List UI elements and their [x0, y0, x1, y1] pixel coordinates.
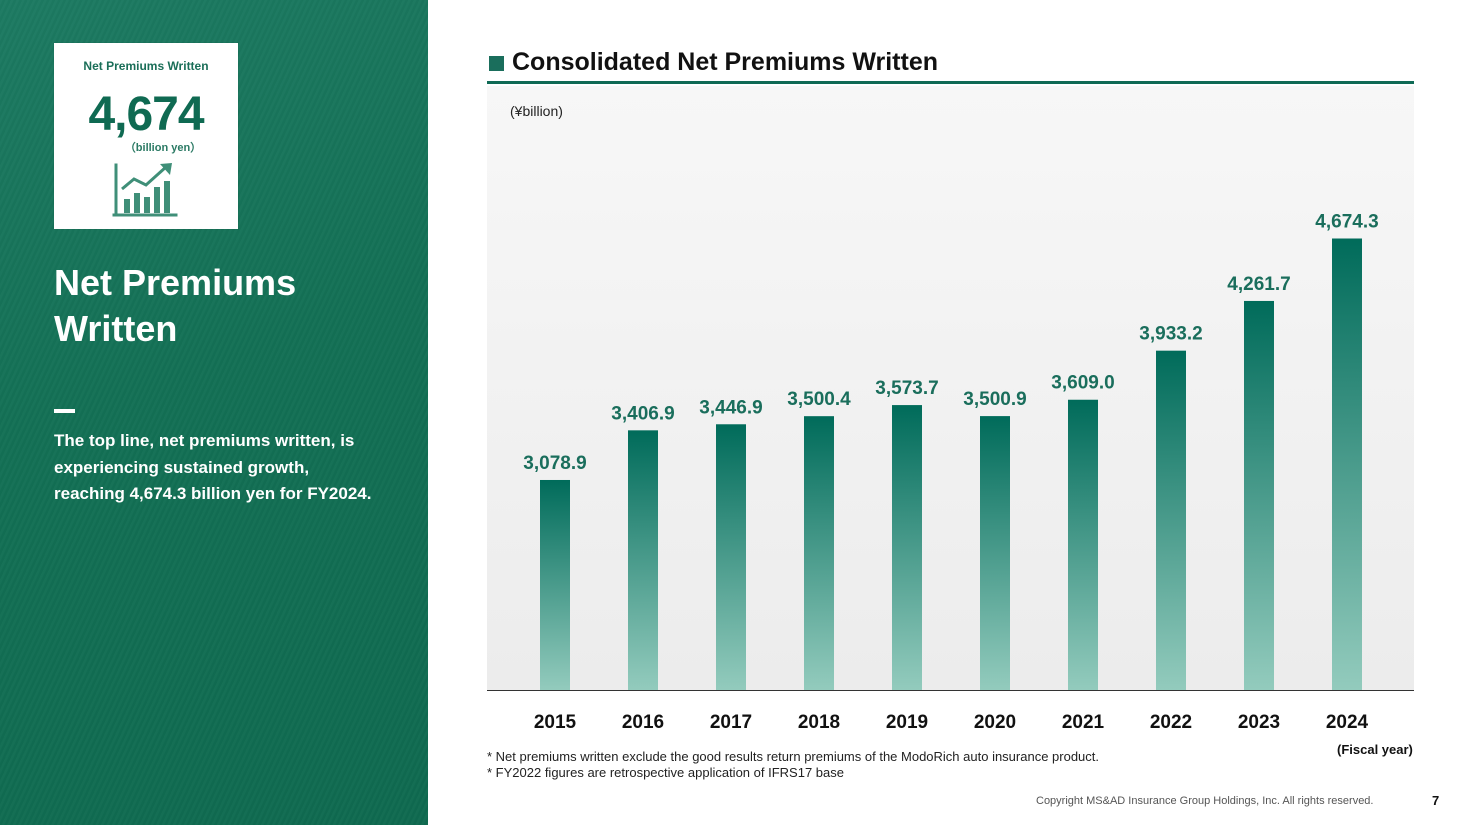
- chart-heading: Consolidated Net Premiums Written: [487, 48, 1414, 84]
- bar-2015: [540, 479, 570, 690]
- x-tick-2020: 2020: [974, 712, 1016, 733]
- x-tick-2021: 2021: [1062, 712, 1105, 733]
- kpi-label: Net Premiums Written: [83, 59, 209, 73]
- kpi-unit: （billion yen）: [124, 142, 202, 154]
- x-tick-2016: 2016: [622, 712, 664, 733]
- bar-2024: [1332, 238, 1362, 690]
- bar-2019: [892, 405, 922, 690]
- section-title: Net Premiums Written: [54, 262, 297, 349]
- data-label-2018: 3,500.4: [787, 389, 851, 410]
- bar-2016: [628, 430, 658, 690]
- data-label-2019: 3,573.7: [875, 378, 938, 399]
- bar-2020: [980, 416, 1010, 690]
- title-divider: [54, 409, 75, 413]
- x-tick-2023: 2023: [1238, 712, 1280, 733]
- bar-2018: [804, 416, 834, 690]
- growth-chart-icon: [112, 163, 178, 217]
- left-panel: Net Premiums Written 4,674 （billion yen）…: [0, 0, 428, 825]
- footnote-1: * Net premiums written exclude the good …: [487, 749, 1100, 764]
- copyright: Copyright MS&AD Insurance Group Holdings…: [1036, 795, 1374, 807]
- data-label-2021: 3,609.0: [1051, 373, 1114, 394]
- x-tick-2018: 2018: [798, 712, 840, 733]
- page-number: 7: [1432, 793, 1440, 808]
- data-label-2022: 3,933.2: [1139, 324, 1202, 345]
- chart-title: Consolidated Net Premiums Written: [512, 48, 938, 76]
- kpi-value: 4,674: [88, 88, 204, 141]
- heading-square-icon: [489, 56, 504, 71]
- x-axis-label: (Fiscal year): [1337, 742, 1413, 757]
- x-tick-2015: 2015: [534, 712, 577, 733]
- bar-2017: [716, 424, 746, 690]
- data-label-2016: 3,406.9: [611, 403, 674, 424]
- bar-2022: [1156, 350, 1186, 690]
- bar-2021: [1068, 399, 1098, 690]
- x-axis-baseline: [487, 690, 1414, 691]
- section-description: The top line, net premiums written, is e…: [54, 431, 372, 503]
- data-label-2020: 3,500.9: [963, 389, 1026, 410]
- data-label-2024: 4,674.3: [1315, 211, 1378, 232]
- x-tick-2019: 2019: [886, 712, 928, 733]
- x-tick-2024: 2024: [1326, 712, 1369, 733]
- bar-2023: [1244, 300, 1274, 690]
- x-tick-2017: 2017: [710, 712, 752, 733]
- footnote-2: * FY2022 figures are retrospective appli…: [487, 765, 844, 780]
- bar-chart: 3,078.9 2015 3,406.9 2016 3,446.9 2017 3,500.4…: [523, 211, 1378, 733]
- y-axis-unit: (¥billion): [510, 103, 563, 119]
- data-label-2015: 3,078.9: [523, 453, 586, 474]
- data-label-2017: 3,446.9: [699, 397, 762, 418]
- data-label-2023: 4,261.7: [1227, 274, 1290, 295]
- x-tick-2022: 2022: [1150, 712, 1192, 733]
- kpi-card: Net Premiums Written 4,674 （billion yen）: [54, 43, 238, 229]
